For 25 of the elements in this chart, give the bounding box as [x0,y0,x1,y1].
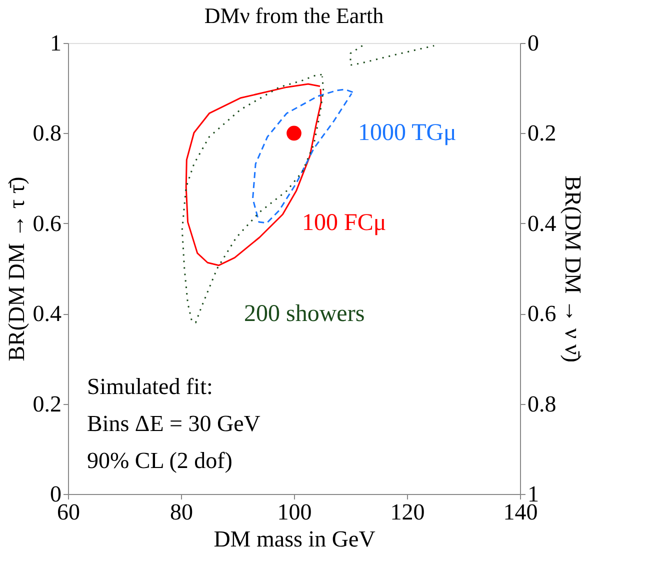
y-tick-label: 0.4 [32,301,62,326]
x-axis-title: DM mass in GeV [214,526,376,552]
y-tick-label: 1 [50,30,62,56]
x-tick-label: 80 [170,500,193,524]
y2-axis-title: BR(DM DM → ν ν̄) [560,176,586,362]
annotation: Bins ΔE = 30 GeV [87,411,261,436]
annotation: 90% CL (2 dof) [87,448,232,473]
y-tick-label: 0 [50,482,62,506]
x-tick-label: 120 [390,500,425,524]
y-tick-label: 0.6 [32,210,62,236]
x-tick-label: 100 [277,500,312,524]
y2-tick-label: 0.4 [528,210,557,236]
y2-tick-label: 0.2 [528,120,556,146]
y-tick-label: 0.2 [32,391,62,416]
y2-tick-label: 0 [528,30,539,56]
line-series [350,44,435,66]
series-label: 100 FCμ [302,210,386,236]
y2-tick-label: 0.6 [528,301,556,326]
annotation: Simulated fit: [87,374,213,399]
series-label: 1000 TGμ [358,120,456,146]
chart-title: DMν from the Earth [204,3,384,28]
y-axis-title: BR(DM DM → τ τ̄) [4,176,29,362]
y2-tick-label: 0.8 [528,391,556,416]
y-tick-label: 0.8 [32,120,62,146]
series-label: 200 showers [244,301,365,327]
